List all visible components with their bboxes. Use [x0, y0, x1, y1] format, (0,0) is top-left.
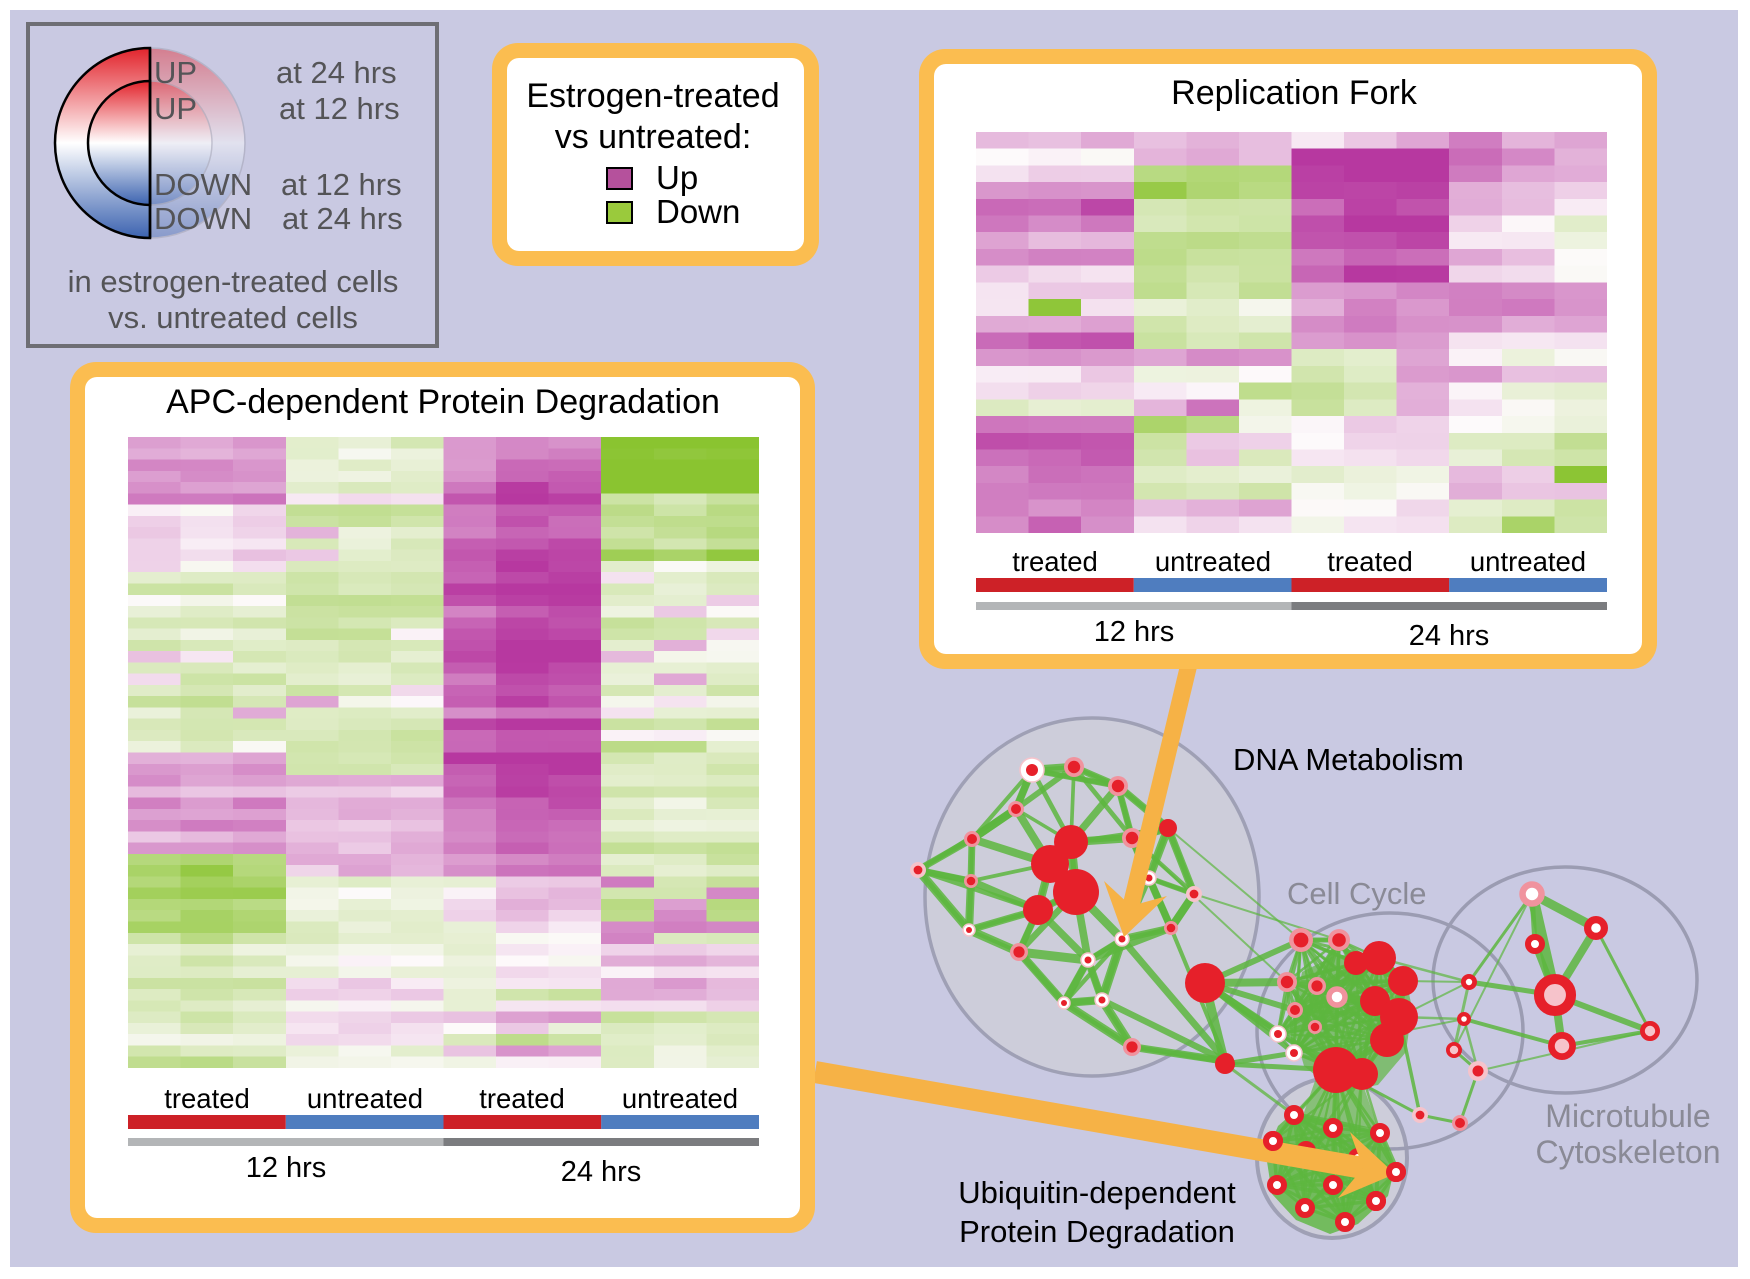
svg-text:in estrogen-treated cells: in estrogen-treated cells [68, 264, 399, 299]
svg-text:Cytoskeleton: Cytoskeleton [1536, 1134, 1721, 1170]
svg-text:untreated: untreated [1470, 546, 1586, 577]
svg-text:Down: Down [656, 193, 740, 230]
svg-text:vs. untreated cells: vs. untreated cells [108, 300, 358, 335]
svg-text:12 hrs: 12 hrs [246, 1152, 327, 1184]
svg-text:UP: UP [154, 55, 197, 90]
svg-text:at 24 hrs: at 24 hrs [276, 55, 397, 90]
svg-text:at 12 hrs: at 12 hrs [281, 167, 402, 202]
svg-text:untreated: untreated [622, 1083, 738, 1114]
svg-text:treated: treated [1012, 546, 1098, 577]
svg-text:Protein Degradation: Protein Degradation [959, 1214, 1235, 1249]
svg-text:DNA Metabolism: DNA Metabolism [1233, 742, 1464, 777]
svg-text:DOWN: DOWN [154, 167, 252, 202]
svg-text:Ubiquitin-dependent: Ubiquitin-dependent [958, 1175, 1236, 1210]
svg-text:Up: Up [656, 159, 698, 196]
svg-text:Replication Fork: Replication Fork [1171, 74, 1418, 112]
svg-text:treated: treated [164, 1083, 250, 1114]
svg-text:treated: treated [1327, 546, 1413, 577]
svg-text:at 24 hrs: at 24 hrs [282, 201, 403, 236]
svg-text:DOWN: DOWN [154, 201, 252, 236]
svg-text:vs untreated:: vs untreated: [555, 118, 752, 156]
svg-text:Estrogen-treated: Estrogen-treated [526, 77, 779, 115]
svg-text:Cell Cycle: Cell Cycle [1287, 876, 1427, 911]
svg-text:treated: treated [479, 1083, 565, 1114]
svg-text:UP: UP [154, 91, 197, 126]
svg-text:12 hrs: 12 hrs [1094, 616, 1175, 648]
svg-text:24 hrs: 24 hrs [561, 1156, 642, 1188]
svg-text:untreated: untreated [307, 1083, 423, 1114]
svg-text:24 hrs: 24 hrs [1409, 620, 1490, 652]
svg-text:at 12 hrs: at 12 hrs [279, 91, 400, 126]
svg-text:untreated: untreated [1155, 546, 1271, 577]
svg-text:APC-dependent Protein Degradat: APC-dependent Protein Degradation [166, 383, 720, 421]
svg-text:Microtubule: Microtubule [1545, 1098, 1710, 1134]
